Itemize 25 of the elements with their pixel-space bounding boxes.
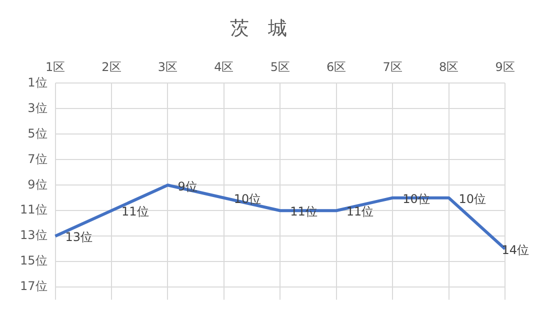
x-tick-label: 6区 (326, 60, 346, 74)
y-tick-label: 13位 (20, 228, 48, 242)
x-tick-label: 3区 (158, 60, 178, 74)
x-tick-label: 7区 (382, 60, 402, 74)
data-label: 11位 (290, 204, 318, 219)
y-tick-label: 11位 (20, 202, 48, 217)
chart-title: 茨 城 (230, 17, 287, 40)
data-label: 13位 (65, 230, 93, 244)
x-tick-label: 2区 (102, 60, 122, 74)
y-tick-label: 7位 (28, 152, 48, 166)
x-tick-label: 8区 (438, 60, 459, 74)
y-tick-label: 9位 (28, 177, 48, 192)
x-tick-label: 9区 (495, 60, 515, 74)
data-label: 11位 (121, 204, 149, 219)
y-tick-label: 1位 (28, 75, 48, 90)
data-label: 10位 (458, 192, 486, 206)
y-tick-label: 3位 (28, 100, 48, 115)
y-tick-label: 15位 (20, 254, 48, 268)
y-tick-label: 5位 (28, 126, 48, 140)
x-tick-label: 5区 (270, 60, 290, 74)
x-tick-label: 1区 (45, 60, 66, 74)
data-label: 14位 (502, 242, 530, 257)
y-tick-label: 17位 (20, 279, 48, 294)
data-label: 11位 (346, 204, 374, 219)
x-tick-label: 4区 (214, 60, 234, 74)
